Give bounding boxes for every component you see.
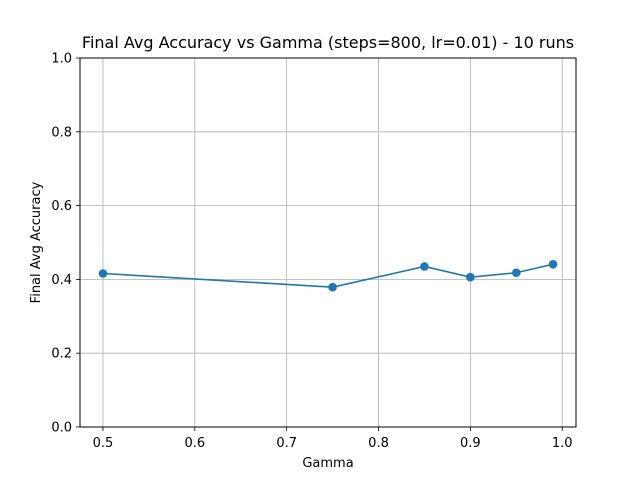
y-axis-label: Final Avg Accuracy — [29, 181, 44, 303]
y-axis-ticks: 0.0 0.2 0.4 0.6 0.8 1.0 — [51, 52, 80, 436]
x-axis-ticks: 0.5 0.6 0.7 0.8 0.9 1.0 — [93, 427, 573, 451]
x-tick-label: 0.6 — [184, 436, 205, 451]
plot-frame — [79, 57, 577, 428]
data-series — [98, 259, 558, 292]
series-line — [102, 263, 554, 288]
y-tick-label: 1.0 — [51, 52, 72, 67]
y-tick-label: 0.2 — [51, 347, 72, 362]
x-tick-label: 0.7 — [276, 436, 297, 451]
data-point — [548, 259, 558, 269]
x-tick-label: 0.9 — [460, 436, 481, 451]
data-point — [511, 268, 521, 278]
data-point — [466, 272, 475, 282]
x-tick-label: 1.0 — [552, 436, 573, 451]
data-point — [98, 269, 108, 278]
grid — [80, 57, 576, 428]
x-axis-label: Gamma — [302, 456, 353, 471]
data-point — [328, 282, 337, 292]
y-tick-label: 0.6 — [51, 199, 72, 214]
y-tick-label: 0.4 — [51, 273, 72, 288]
chart-title: Final Avg Accuracy vs Gamma (steps=800, … — [82, 33, 574, 52]
x-tick-label: 0.5 — [93, 436, 114, 451]
data-point — [420, 262, 429, 271]
x-tick-label: 0.8 — [368, 436, 389, 451]
y-tick-label: 0.0 — [51, 421, 72, 436]
y-tick-label: 0.8 — [51, 125, 72, 140]
